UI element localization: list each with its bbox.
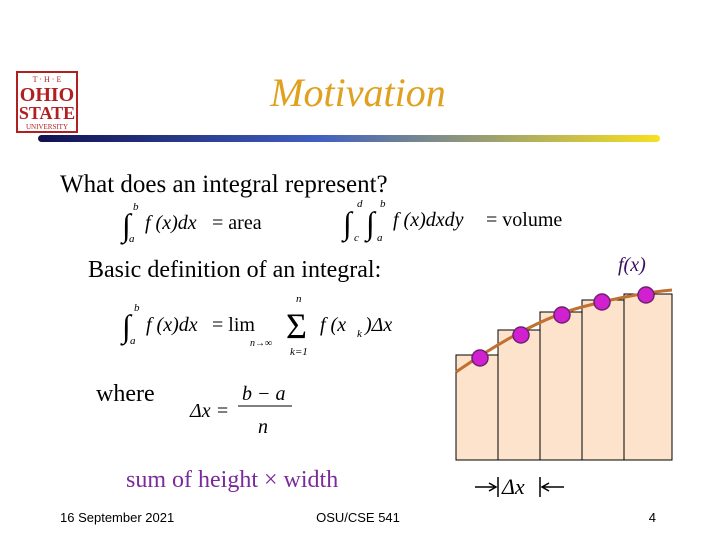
strip	[539, 311, 583, 461]
formula: ∫ b a f (x)dx = lim n→∞ Σ n k=1 f (x k )…	[120, 293, 392, 358]
integral: ∫	[120, 308, 133, 346]
logo-text: UNIVERSITY	[26, 123, 68, 131]
term: f (x	[320, 314, 346, 336]
limit: b	[134, 302, 140, 314]
page-number: 4	[649, 510, 656, 525]
function-label: f(x)	[618, 254, 646, 276]
limit: n→∞	[250, 338, 272, 349]
formula: ∫ b a f (x)dx = area	[120, 201, 262, 245]
integral: ∫	[341, 205, 354, 243]
sample-point	[471, 349, 489, 367]
logo-text: OHIO	[20, 84, 74, 106]
summary: sum of height × width	[126, 467, 338, 493]
sample-point	[512, 326, 530, 344]
definition: Basic definition of an integral:	[88, 257, 381, 283]
width-label: Δx	[501, 474, 525, 499]
arrow-head	[488, 482, 498, 492]
formula: ∫ ∫ d c b a f (x)dxdy = volume	[341, 198, 562, 244]
logo-text: T · H · E	[33, 75, 62, 84]
sum: Σ	[286, 306, 307, 346]
where: where	[96, 381, 155, 407]
footer-course: OSU/CSE 541	[316, 510, 400, 525]
formula: Δx = b − a n	[189, 383, 292, 438]
limit: c	[354, 232, 359, 244]
limit: a	[377, 232, 383, 244]
limit: k=1	[290, 346, 308, 358]
strip	[497, 329, 541, 461]
integrand: f (x)dx	[146, 314, 198, 336]
integral: ∫	[364, 205, 377, 243]
strip	[623, 293, 673, 461]
result: = area	[212, 212, 262, 234]
question: What does an integral represent?	[60, 171, 388, 198]
lhs: Δx =	[189, 400, 229, 422]
numerator: b − a	[242, 383, 286, 405]
limit: b	[380, 198, 386, 210]
integrand: f (x)dxdy	[393, 209, 464, 231]
subscript: k	[357, 328, 363, 340]
sample-point	[593, 293, 611, 311]
logo-text: STATE	[19, 103, 75, 123]
lim: = lim	[212, 314, 255, 336]
limit: b	[133, 201, 139, 213]
width-marker	[475, 477, 564, 497]
logo: T · H · E OHIO STATE UNIVERSITY	[16, 71, 78, 133]
slide-title: Motivation	[269, 70, 446, 115]
title-bar	[38, 135, 660, 142]
limit: d	[357, 198, 363, 210]
limit: n	[296, 293, 302, 305]
sample-point	[637, 286, 655, 304]
footer-date: 16 September 2021	[60, 510, 174, 525]
riemann-figure	[455, 286, 673, 461]
denominator: n	[258, 416, 268, 438]
limit: a	[129, 233, 135, 245]
limit: a	[130, 335, 136, 347]
strip	[455, 354, 499, 461]
strip	[581, 299, 625, 461]
result: = volume	[486, 209, 562, 231]
logo-frame	[16, 71, 78, 133]
integral: ∫	[120, 207, 133, 245]
sample-point	[553, 306, 571, 324]
arrow-head	[540, 482, 550, 492]
integrand: f (x)dx	[145, 212, 197, 234]
term: )Δx	[364, 314, 392, 336]
